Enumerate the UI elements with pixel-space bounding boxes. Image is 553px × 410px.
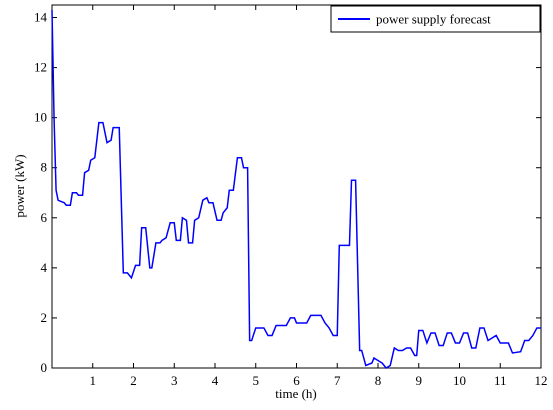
legend-box: [330, 5, 541, 33]
y-tick-label: 12: [34, 60, 47, 75]
x-tick-label: 10: [453, 373, 466, 388]
x-tick-label: 1: [90, 373, 97, 388]
y-tick-label: 8: [41, 160, 48, 175]
legend-label: power supply forecast: [376, 12, 491, 27]
x-tick-label: 6: [293, 373, 300, 388]
legend: power supply forecast: [330, 5, 541, 33]
x-tick-label: 4: [212, 373, 219, 388]
y-tick-label: 14: [34, 10, 48, 25]
y-tick-label: 6: [41, 210, 48, 225]
x-tick-label: 3: [171, 373, 178, 388]
y-tick-label: 2: [41, 310, 48, 325]
x-tick-label: 8: [375, 373, 382, 388]
x-axis-label: time (h): [275, 386, 317, 401]
x-tick-label: 7: [334, 373, 341, 388]
x-tick-label: 12: [535, 373, 548, 388]
plot-frame: [51, 4, 542, 369]
x-tick-label: 11: [494, 373, 507, 388]
y-axis-label: power (kW): [12, 154, 27, 217]
y-tick-label: 10: [34, 110, 47, 125]
x-tick-label: 2: [130, 373, 137, 388]
x-tick-label: 9: [416, 373, 423, 388]
series-line: [51, 9, 541, 369]
y-tick-label: 4: [41, 260, 48, 275]
x-tick-label: 5: [253, 373, 260, 388]
y-tick-label: 0: [41, 360, 48, 375]
